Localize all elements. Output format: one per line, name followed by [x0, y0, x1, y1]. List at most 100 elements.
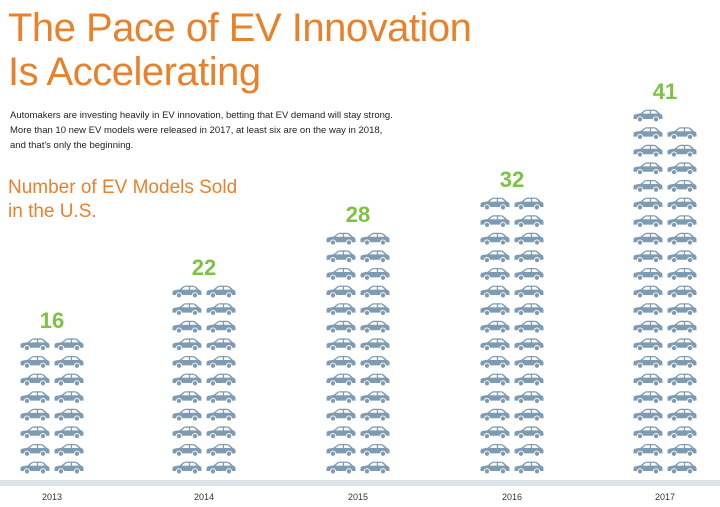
- car-icon: [172, 338, 202, 352]
- car-icon: [480, 373, 510, 387]
- car-icon: [54, 461, 84, 475]
- car-icon: [633, 320, 663, 334]
- car-icon: [326, 250, 356, 264]
- car-icon: [172, 426, 202, 440]
- title-line-2: Is Accelerating: [8, 50, 261, 94]
- car-icon: [514, 285, 544, 299]
- bar-2013: [20, 338, 84, 475]
- car-icon: [20, 444, 50, 457]
- car-icon: [360, 408, 390, 422]
- car-icon: [360, 444, 390, 457]
- car-icon: [667, 197, 697, 211]
- car-icon: [667, 444, 697, 457]
- car-icon: [480, 215, 510, 228]
- car-icon: [667, 426, 697, 440]
- car-icon: [667, 285, 697, 299]
- car-icon: [172, 356, 202, 369]
- car-icon: [326, 426, 356, 440]
- car-icon: [172, 320, 202, 334]
- car-icon: [360, 461, 390, 475]
- value-label-2015: 28: [346, 202, 370, 227]
- car-icon: [360, 426, 390, 440]
- car-icon: [633, 373, 663, 387]
- car-icon: [206, 444, 236, 457]
- value-label-2016: 32: [500, 167, 524, 192]
- car-icon: [360, 338, 390, 352]
- car-icon: [20, 373, 50, 387]
- car-icon: [360, 232, 390, 246]
- car-icon: [667, 461, 697, 475]
- bar-2015: [326, 232, 390, 475]
- car-icon: [514, 215, 544, 228]
- car-icon: [633, 444, 663, 457]
- car-icon: [360, 356, 390, 369]
- car-icon: [206, 285, 236, 299]
- car-icon: [480, 303, 510, 316]
- car-icon: [633, 356, 663, 369]
- car-icon: [480, 391, 510, 404]
- car-icon: [20, 426, 50, 440]
- car-icon: [667, 320, 697, 334]
- value-label-2013: 16: [40, 308, 64, 333]
- car-icon: [360, 250, 390, 264]
- car-icon: [360, 303, 390, 316]
- car-icon: [514, 250, 544, 264]
- car-icon: [20, 408, 50, 422]
- car-icon: [667, 408, 697, 422]
- car-icon: [360, 320, 390, 334]
- car-icon: [514, 461, 544, 475]
- car-icon: [633, 303, 663, 316]
- car-icon: [633, 285, 663, 299]
- car-icon: [633, 338, 663, 352]
- car-icon: [480, 197, 510, 211]
- car-icon: [633, 162, 663, 176]
- chart-title-line-1: Number of EV Models Sold: [8, 177, 238, 198]
- tick-label-2017: 2017: [655, 492, 675, 502]
- car-icon: [20, 461, 50, 475]
- tick-label-2016: 2016: [502, 492, 522, 502]
- car-icon: [480, 250, 510, 264]
- car-icon: [360, 391, 390, 404]
- car-icon: [206, 320, 236, 334]
- car-icon: [360, 268, 390, 281]
- car-icon: [360, 373, 390, 387]
- car-icon: [326, 338, 356, 352]
- car-icon: [667, 127, 697, 140]
- car-icon: [172, 444, 202, 457]
- car-icon: [667, 250, 697, 264]
- car-icon: [326, 268, 356, 281]
- car-icon: [20, 356, 50, 369]
- car-icon: [514, 197, 544, 211]
- car-icon: [206, 356, 236, 369]
- tick-label-2013: 2013: [42, 492, 62, 502]
- car-icon: [633, 144, 663, 158]
- car-icon: [633, 232, 663, 246]
- title-line-1: The Pace of EV Innovation: [8, 6, 472, 50]
- bar-2014: [172, 285, 236, 475]
- car-icon: [514, 268, 544, 281]
- car-icon: [667, 232, 697, 246]
- car-icon: [326, 285, 356, 299]
- chart-title: Number of EV Models Sold in the U.S.: [8, 176, 268, 224]
- car-icon: [514, 408, 544, 422]
- car-icon: [633, 197, 663, 211]
- car-icon: [514, 338, 544, 352]
- car-icon: [480, 285, 510, 299]
- car-icon: [633, 109, 663, 123]
- car-icon: [633, 127, 663, 140]
- car-icon: [480, 268, 510, 281]
- car-icon: [20, 391, 50, 404]
- car-icon: [326, 356, 356, 369]
- car-icon: [480, 338, 510, 352]
- car-icon: [172, 391, 202, 404]
- tick-label-2014: 2014: [194, 492, 214, 502]
- car-icon: [54, 391, 84, 404]
- car-icon: [514, 391, 544, 404]
- car-icon: [480, 426, 510, 440]
- car-icon: [633, 408, 663, 422]
- value-label-2014: 22: [192, 255, 216, 280]
- car-icon: [206, 373, 236, 387]
- car-icon: [206, 391, 236, 404]
- car-icon: [667, 391, 697, 404]
- car-icon: [326, 444, 356, 457]
